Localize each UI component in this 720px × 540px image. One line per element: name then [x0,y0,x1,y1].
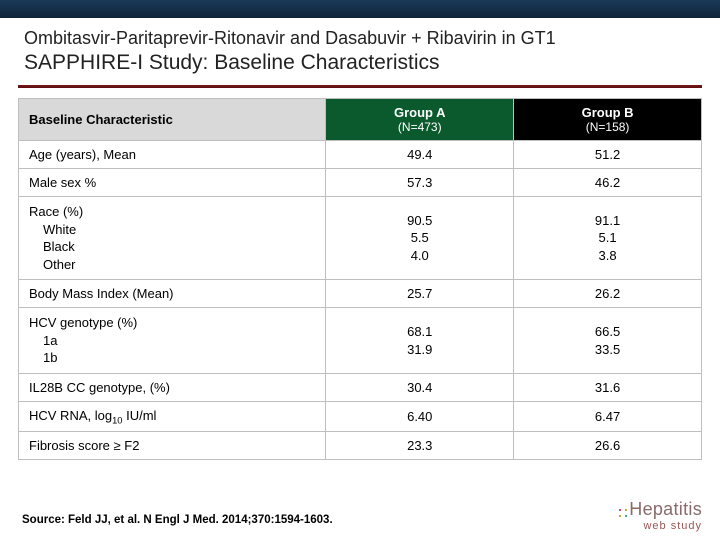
row-value-a: 30.4 [326,373,514,401]
row-value-a: 57.3 [326,169,514,197]
table-row: Body Mass Index (Mean)25.726.2 [19,280,702,308]
row-label: Race (%)WhiteBlackOther [19,197,326,280]
header-band [0,0,720,18]
table-row: Fibrosis score ≥ F223.326.6 [19,432,702,460]
title-line2: SAPPHIRE-I Study: Baseline Characteristi… [24,51,696,75]
row-value-b: 51.2 [514,141,702,169]
row-value-a: 25.7 [326,280,514,308]
row-value-b: 6.47 [514,401,702,432]
row-value-a: 68.131.9 [326,308,514,374]
group-a-n: (N=473) [336,120,503,134]
row-label: IL28B CC genotype, (%) [19,373,326,401]
table-body: Age (years), Mean49.451.2Male sex %57.34… [19,141,702,460]
title-area: Ombitasvir-Paritaprevir-Ritonavir and Da… [0,18,720,81]
row-value-a: 23.3 [326,432,514,460]
brand-name: Hepatitis [609,499,702,520]
table-wrap: Baseline Characteristic Group A (N=473) … [0,88,720,460]
col-head-group-b: Group B (N=158) [514,99,702,141]
row-value-b: 31.6 [514,373,702,401]
row-value-a: 49.4 [326,141,514,169]
brand-sub: web study [609,520,702,532]
row-value-b: 66.533.5 [514,308,702,374]
row-label: HCV RNA, log10 IU/ml [19,401,326,432]
col-head-group-a: Group A (N=473) [326,99,514,141]
row-value-b: 26.2 [514,280,702,308]
table-row: Age (years), Mean49.451.2 [19,141,702,169]
table-row: Race (%)WhiteBlackOther90.55.54.091.15.1… [19,197,702,280]
brand-dots-icon [609,499,627,517]
baseline-table: Baseline Characteristic Group A (N=473) … [18,98,702,460]
table-row: IL28B CC genotype, (%)30.431.6 [19,373,702,401]
row-value-b: 46.2 [514,169,702,197]
row-label: Age (years), Mean [19,141,326,169]
row-value-b: 91.15.13.8 [514,197,702,280]
row-label: HCV genotype (%)1a1b [19,308,326,374]
row-label: Male sex % [19,169,326,197]
source-citation: Source: Feld JJ, et al. N Engl J Med. 20… [22,514,333,526]
title-line1: Ombitasvir-Paritaprevir-Ritonavir and Da… [24,28,696,49]
group-b-name: Group B [582,105,634,120]
table-row: HCV RNA, log10 IU/ml6.406.47 [19,401,702,432]
row-value-b: 26.6 [514,432,702,460]
row-value-a: 90.55.54.0 [326,197,514,280]
group-b-n: (N=158) [524,120,691,134]
group-a-name: Group A [394,105,446,120]
brand-block: Hepatitis web study [609,499,702,532]
row-value-a: 6.40 [326,401,514,432]
brand-name-text: Hepatitis [629,499,702,519]
row-label: Body Mass Index (Mean) [19,280,326,308]
table-row: HCV genotype (%)1a1b68.131.966.533.5 [19,308,702,374]
table-row: Male sex %57.346.2 [19,169,702,197]
col-head-characteristic: Baseline Characteristic [19,99,326,141]
row-label: Fibrosis score ≥ F2 [19,432,326,460]
